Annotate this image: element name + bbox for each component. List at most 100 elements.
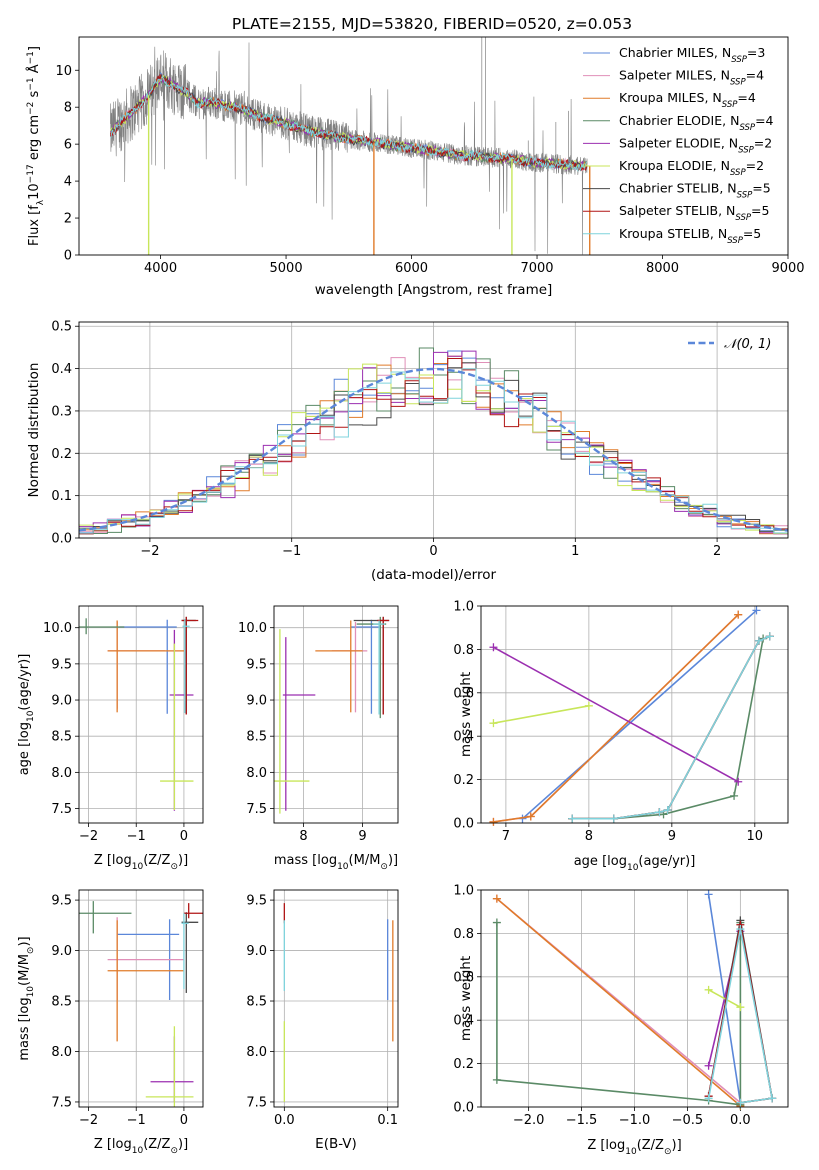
spectrum-ylabel-part: 10 xyxy=(27,183,42,200)
chart-layer: 4000 5000 6000 7000 8000 90000246810Chabrier … xyxy=(17,36,805,1157)
y-tick-label: 0.0 xyxy=(453,1101,474,1116)
spectrum-model-line xyxy=(109,75,588,172)
legend-label-name: Kroupa MILES, N xyxy=(619,90,722,105)
age-vs-Z-ylabel-part: 10 xyxy=(26,710,36,722)
x-tick-label: −2 xyxy=(140,544,159,559)
y-tick-label: 9.5 xyxy=(51,894,72,909)
axes-frame xyxy=(78,321,789,539)
weight-vs-Z-ylabel: mass weight xyxy=(458,956,474,1041)
y-tick-label: 8.0 xyxy=(51,1045,72,1060)
spectrum-model-line xyxy=(109,74,588,173)
legend-label-name: Kroupa STELIB, N xyxy=(619,226,727,241)
weight-vs-age-xlabel-part: (age/yr)] xyxy=(638,854,695,869)
weight-point-marker xyxy=(704,890,713,899)
y-tick-label: 10.0 xyxy=(238,621,267,636)
y-tick-label: 8.5 xyxy=(51,995,72,1010)
x-tick-label: 9000 xyxy=(771,261,804,276)
mass-vs-Z-panel: −2 −1 07.58.08.59.09.5Z [log10(Z/Z⊙)]mass … xyxy=(17,889,204,1156)
y-tick-label: 1.0 xyxy=(453,884,474,899)
spectrum-model-line xyxy=(109,74,588,172)
weight-line xyxy=(708,989,741,1008)
age-vs-mass-xlabel-part: 10 xyxy=(337,862,349,872)
y-tick-label: 0.5 xyxy=(51,320,72,335)
y-tick-label: 8.0 xyxy=(246,766,267,781)
x-tick-label: 8 xyxy=(299,829,307,844)
x-tick-label: 0.0 xyxy=(730,1113,751,1128)
figure-title: PLATE=2155, MJD=53820, FIBERID=0520, z=0… xyxy=(232,15,632,33)
age-vs-mass-xlabel-part: )] xyxy=(388,853,398,868)
legend-label-sub: SSP xyxy=(727,236,743,246)
x-tick-label: −1 xyxy=(282,544,301,559)
legend-label-sub: SSP xyxy=(738,145,754,155)
legend-label-sub: SSP xyxy=(739,123,755,133)
x-tick-label: 0 xyxy=(429,544,437,559)
y-tick-label: 0.4 xyxy=(453,1014,474,1029)
legend-label-n: =3 xyxy=(747,45,765,60)
mass-vs-EBV-xlabel: E(B-V) xyxy=(315,1136,357,1152)
y-tick-label: 8.0 xyxy=(246,1045,267,1060)
weight-vs-Z-xlabel: Z [log10(Z/Z⊙)] xyxy=(587,1138,681,1157)
legend-label-sub: SSP xyxy=(722,100,738,110)
weight-line xyxy=(493,614,739,823)
mass-vs-Z-ylabel-part: 10 xyxy=(26,986,36,998)
x-tick-label: 9 xyxy=(668,829,676,844)
age-vs-Z-xlabel-part: 10 xyxy=(132,862,144,872)
legend-label: Chabrier MILES, NSSP=3 xyxy=(619,45,765,65)
y-tick-label: 0.2 xyxy=(51,447,72,462)
y-tick-label: 9.0 xyxy=(246,694,267,709)
age-vs-mass-xlabel-part: (M/M xyxy=(349,853,381,868)
spectrum-ylabel-part: erg cm xyxy=(27,115,42,164)
x-tick-label: −0.5 xyxy=(672,1113,704,1128)
legend-label: Kroupa MILES, NSSP=4 xyxy=(619,90,756,110)
weight-vs-Z-xlabel-part: Z [log xyxy=(587,1138,625,1153)
y-tick-label: 0.0 xyxy=(453,817,474,832)
spectrum-ylabel-part: ] xyxy=(27,46,42,51)
weight-point-marker xyxy=(704,1094,713,1103)
legend-label-sub: SSP xyxy=(730,78,746,88)
weight-point-marker xyxy=(492,918,501,927)
spectrum-ylabel-part: −2 xyxy=(26,102,36,115)
mass-vs-Z-ylabel-part: )] xyxy=(17,936,32,946)
x-tick-label: 4000 xyxy=(144,261,177,276)
x-tick-label: 5000 xyxy=(270,261,303,276)
weight-vs-Z-xlabel-part: (Z/Z xyxy=(637,1138,664,1153)
weight-point-marker xyxy=(736,925,745,934)
age-vs-mass-xlabel: mass [log10(M/M⊙)] xyxy=(274,853,398,872)
legend-label: 𝒩(0, 1) xyxy=(724,337,771,352)
histogram-step xyxy=(79,358,788,535)
age-vs-Z-xlabel-part: Z [log xyxy=(94,853,132,868)
axes-frame xyxy=(273,889,399,1108)
mass-vs-Z-ylabel-part: mass [log xyxy=(17,997,32,1060)
axes-frame xyxy=(78,605,204,824)
y-tick-label: 0.6 xyxy=(453,970,474,985)
y-tick-label: 0.8 xyxy=(453,927,474,942)
mass-vs-Z-ylabel-part: (M/M xyxy=(17,954,32,986)
residuals-ylabel: Normed distribution xyxy=(26,363,42,498)
residuals-xlabel: (data-model)/error xyxy=(371,567,497,583)
spectrum-panel: 4000 5000 6000 7000 8000 9000 0 2 4 6 8 10 Chabrier … xyxy=(26,36,805,298)
legend-label: Salpeter MILES, NSSP=4 xyxy=(619,68,764,88)
x-tick-label: 8 xyxy=(585,829,593,844)
legend-label-sub: SSP xyxy=(731,55,747,65)
x-tick-label: −2.0 xyxy=(513,1113,545,1128)
legend-label-n: =4 xyxy=(746,68,764,83)
weight-vs-age-xlabel-part: age [log xyxy=(574,854,627,869)
y-tick-label: 7.5 xyxy=(51,1095,72,1110)
weight-point-marker xyxy=(655,808,664,817)
weight-line xyxy=(493,614,739,823)
mass-vs-Z-ylabel: mass [log10(M/M⊙)] xyxy=(17,936,36,1060)
axes-frame xyxy=(480,889,789,1108)
y-tick-label: 0.2 xyxy=(453,1057,474,1072)
legend-label-name: Salpeter ELODIE, N xyxy=(619,135,738,150)
x-tick-label: 8000 xyxy=(646,261,679,276)
age-vs-mass-xlabel-part: ⊙ xyxy=(380,862,388,872)
x-tick-label: −1.0 xyxy=(619,1113,651,1128)
legend-label-n: =2 xyxy=(746,158,764,173)
legend-label: Salpeter STELIB, NSSP=5 xyxy=(619,203,769,223)
mass-vs-Z-ylabel-part: ⊙ xyxy=(26,947,36,955)
y-tick-label: 7.5 xyxy=(246,1095,267,1110)
x-tick-label: 7000 xyxy=(520,261,553,276)
y-tick-label: 0.4 xyxy=(453,730,474,745)
